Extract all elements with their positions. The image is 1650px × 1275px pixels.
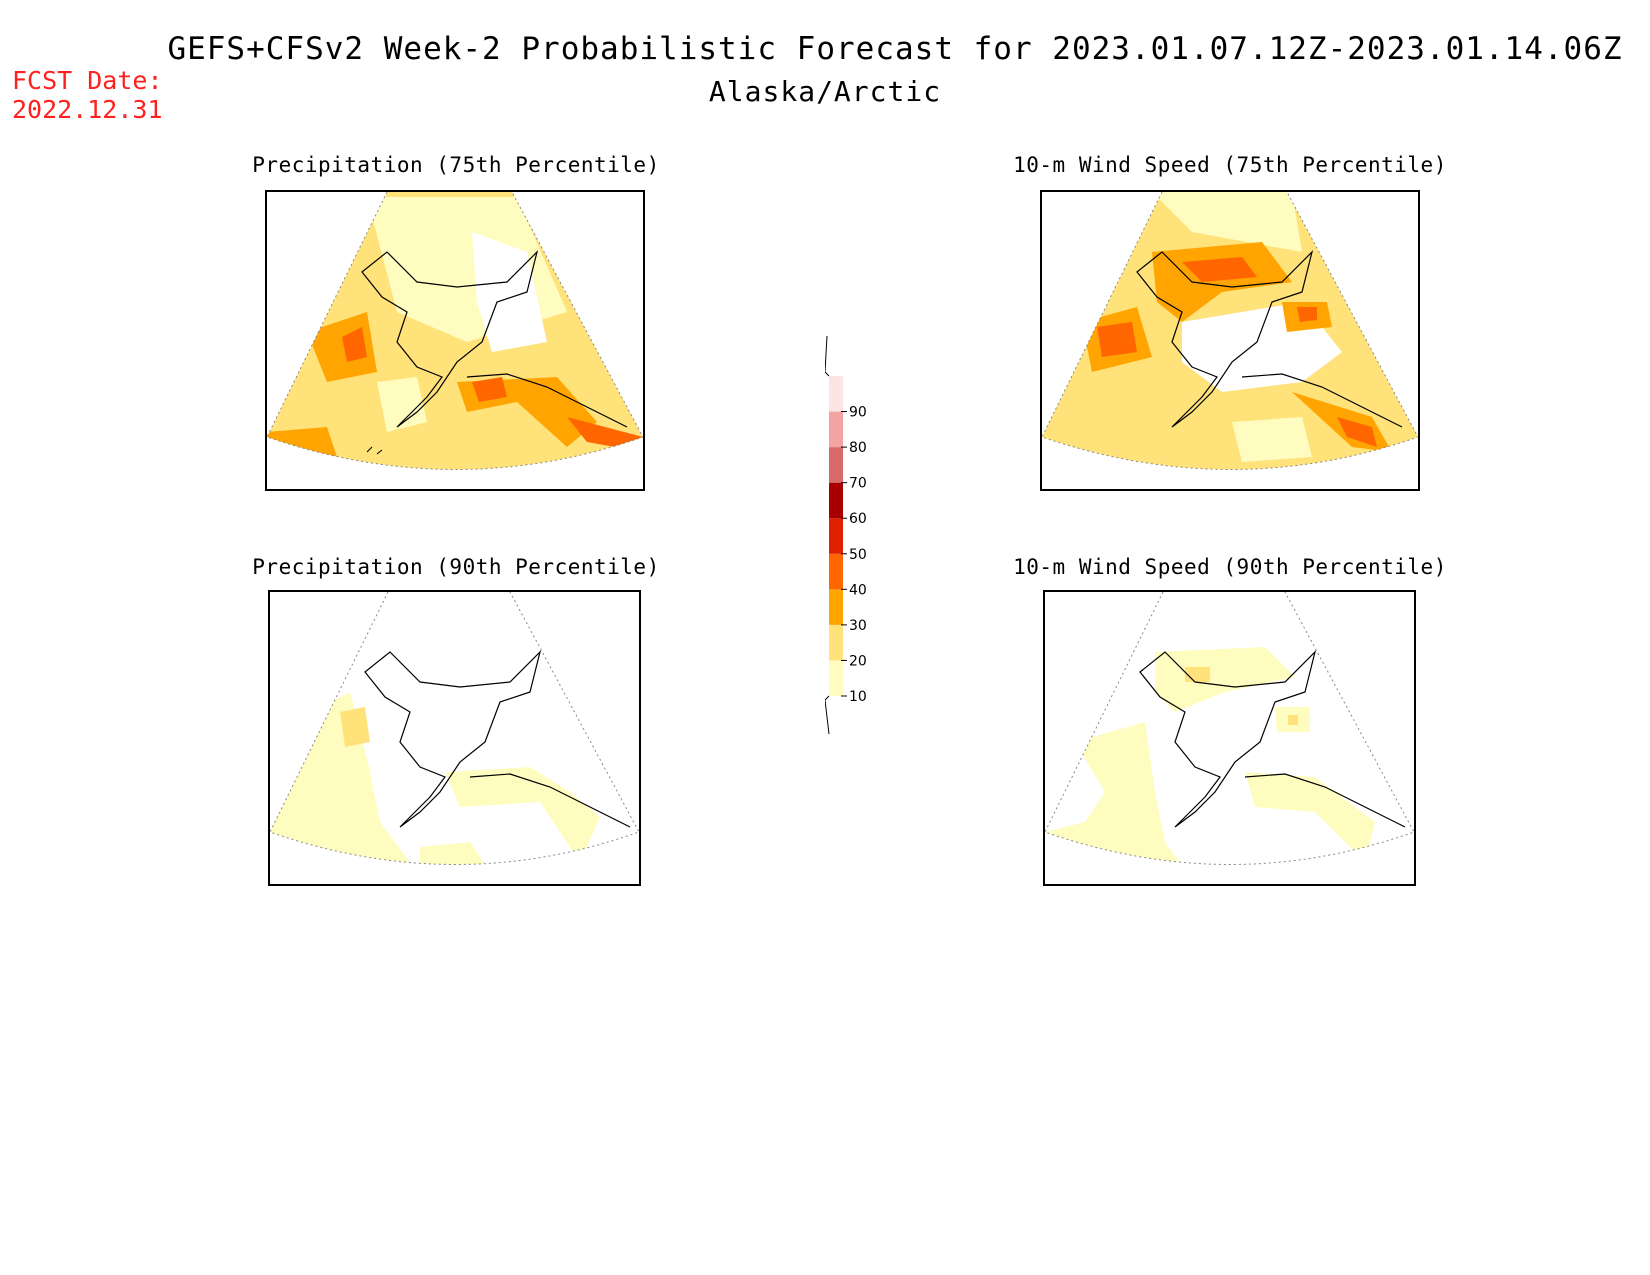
legend-level-label: 30 [849, 618, 867, 634]
legend-level-label: 60 [849, 511, 867, 527]
legend-level-label: 10 [849, 689, 867, 705]
panel-title-precip-90: Precipitation (90th Percentile) [252, 555, 660, 579]
legend-swatch [829, 518, 843, 554]
legend-level-label: 70 [849, 476, 867, 492]
region-subtitle: Alaska/Arctic [708, 75, 942, 108]
legend-level-label: 40 [849, 582, 867, 598]
legend-swatch [829, 589, 843, 625]
legend-bottom-cap [825, 695, 830, 735]
legend-level-label: 20 [849, 653, 867, 669]
panel-title-precip-75: Precipitation (75th Percentile) [252, 153, 660, 177]
legend-level-label: 90 [849, 405, 867, 421]
map-panel-wind-90 [1043, 590, 1416, 886]
legend-swatch [829, 624, 843, 661]
page-title: GEFS+CFSv2 Week-2 Probabilistic Forecast… [167, 31, 1623, 67]
forecast-date-label: FCST Date: [12, 66, 163, 95]
legend-top-cap [825, 336, 830, 377]
map-panel-precip-90 [268, 590, 641, 886]
legend-level-label: 80 [849, 440, 867, 456]
map-panel-precip-75 [265, 190, 645, 491]
legend-swatch [829, 482, 843, 519]
legend-swatch [829, 553, 843, 590]
map-panel-wind-75 [1040, 190, 1420, 491]
legend-swatch [829, 660, 843, 696]
color-legend: 10 20 30 40 50 60 70 80 90 [825, 336, 867, 735]
panel-title-wind-75: 10-m Wind Speed (75th Percentile) [1013, 153, 1447, 177]
legend-swatch [829, 411, 843, 448]
legend-swatch [829, 376, 843, 412]
legend-swatch [829, 447, 843, 483]
legend-level-label: 50 [849, 547, 867, 563]
panel-title-wind-90: 10-m Wind Speed (90th Percentile) [1013, 555, 1447, 579]
forecast-date-value: 2022.12.31 [12, 95, 163, 124]
